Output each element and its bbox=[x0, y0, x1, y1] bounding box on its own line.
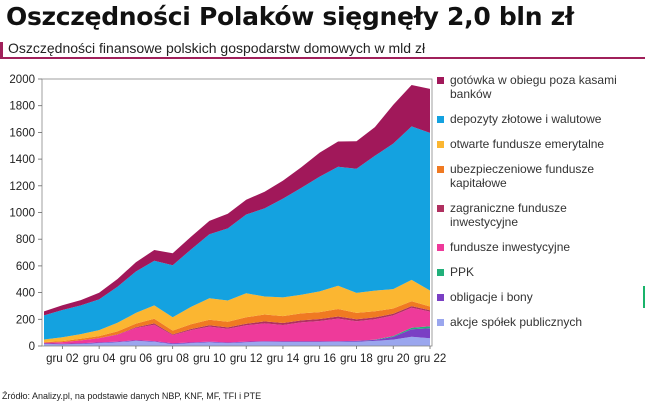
y-tick-label: 2000 bbox=[9, 74, 35, 86]
x-tick-label: gru 22 bbox=[414, 353, 447, 365]
chart-subtitle: Oszczędności finansowe polskich gospodar… bbox=[8, 40, 426, 56]
legend-label: ubezpieczeniowe fundusze bbox=[450, 162, 594, 176]
legend-label: banków bbox=[450, 87, 492, 101]
series-area-akcje-spolek-publicznych bbox=[44, 336, 430, 346]
title-accent-bar bbox=[0, 42, 3, 59]
series-area-fundusze-inwestycyjne bbox=[44, 307, 430, 344]
legend-item-ppk: PPK bbox=[437, 265, 474, 279]
source-note: Źródło: Analizy.pl, na podstawie danych … bbox=[2, 391, 262, 401]
legend-label: depozyty złotowe i walutowe bbox=[450, 112, 602, 126]
legend-swatch bbox=[437, 269, 444, 276]
legend-swatch bbox=[437, 141, 444, 148]
x-tick-label: gru 18 bbox=[340, 353, 373, 365]
y-tick-label: 200 bbox=[16, 314, 35, 326]
series-area-otwarte-fundusze-emerytalne bbox=[44, 279, 430, 343]
x-tick-label: gru 02 bbox=[46, 353, 79, 365]
stacked-area-chart: 0 200 400 600 800 1000 1200 1400 1600 1800 2000 gru… bbox=[9, 73, 617, 365]
y-tick-label: 1800 bbox=[9, 101, 35, 113]
y-tick-label: 800 bbox=[16, 234, 35, 246]
legend-label: akcje spółek publicznych bbox=[450, 315, 582, 329]
legend-swatch bbox=[437, 244, 444, 251]
legend-label: fundusze inwestycyjne bbox=[450, 240, 570, 254]
legend-swatch bbox=[437, 77, 444, 84]
edge-accent-mark bbox=[643, 286, 645, 308]
x-tick-label: gru 06 bbox=[120, 353, 153, 365]
x-tick-label: gru 04 bbox=[83, 353, 116, 365]
legend-label: inwestycyjne bbox=[450, 215, 518, 229]
legend-item-fundusze-inwestycyjne: fundusze inwestycyjne bbox=[437, 240, 570, 254]
legend-swatch bbox=[437, 319, 444, 326]
series-area-depozyty-zlotowe-i-walutowe bbox=[44, 126, 430, 340]
legend-label: PPK bbox=[450, 265, 474, 279]
legend-item-otwarte-fundusze-emerytalne: otwarte fundusze emerytalne bbox=[437, 137, 604, 151]
title-divider bbox=[0, 57, 645, 59]
x-tick-label: gru 10 bbox=[193, 353, 226, 365]
y-tick-label: 1200 bbox=[9, 181, 35, 193]
x-tick-label: gru 12 bbox=[230, 353, 263, 365]
legend-label: obligacje i bony bbox=[450, 290, 533, 304]
y-tick-label: 600 bbox=[16, 261, 35, 273]
legend-label: kapitałowe bbox=[450, 176, 507, 190]
y-tick-label: 1000 bbox=[9, 208, 35, 220]
legend-swatch bbox=[437, 166, 444, 173]
y-tick-label: 1400 bbox=[9, 154, 35, 166]
legend-label: zagraniczne fundusze bbox=[450, 201, 567, 215]
series-area-gotowka-w-obiegu-poza-kasami-bankow bbox=[44, 85, 430, 316]
legend-swatch bbox=[437, 116, 444, 123]
legend-swatch bbox=[437, 294, 444, 301]
x-tick-label: gru 14 bbox=[267, 353, 300, 365]
x-tick-label: gru 16 bbox=[303, 353, 336, 365]
y-tick-label: 0 bbox=[29, 341, 35, 353]
x-tick-label: gru 20 bbox=[377, 353, 410, 365]
legend-item-akcje-spolek-publicznych: akcje spółek publicznych bbox=[437, 315, 582, 329]
legend-label: gotówka w obiegu poza kasami bbox=[450, 73, 617, 87]
chart-title: Oszczędności Polaków sięgnęły 2,0 bln zł bbox=[6, 2, 574, 31]
x-tick-label: gru 08 bbox=[156, 353, 189, 365]
legend-swatch bbox=[437, 205, 444, 212]
legend-label: otwarte fundusze emerytalne bbox=[450, 137, 604, 151]
y-tick-label: 1600 bbox=[9, 127, 35, 139]
legend-item-obligacje-i-bony: obligacje i bony bbox=[437, 290, 533, 304]
series-area-ubezpieczeniowe-fundusze-kapitalowe bbox=[44, 301, 430, 343]
legend-item-depozyty-zlotowe-i-walutowe: depozyty złotowe i walutowe bbox=[437, 112, 602, 126]
y-tick-label: 400 bbox=[16, 288, 35, 300]
